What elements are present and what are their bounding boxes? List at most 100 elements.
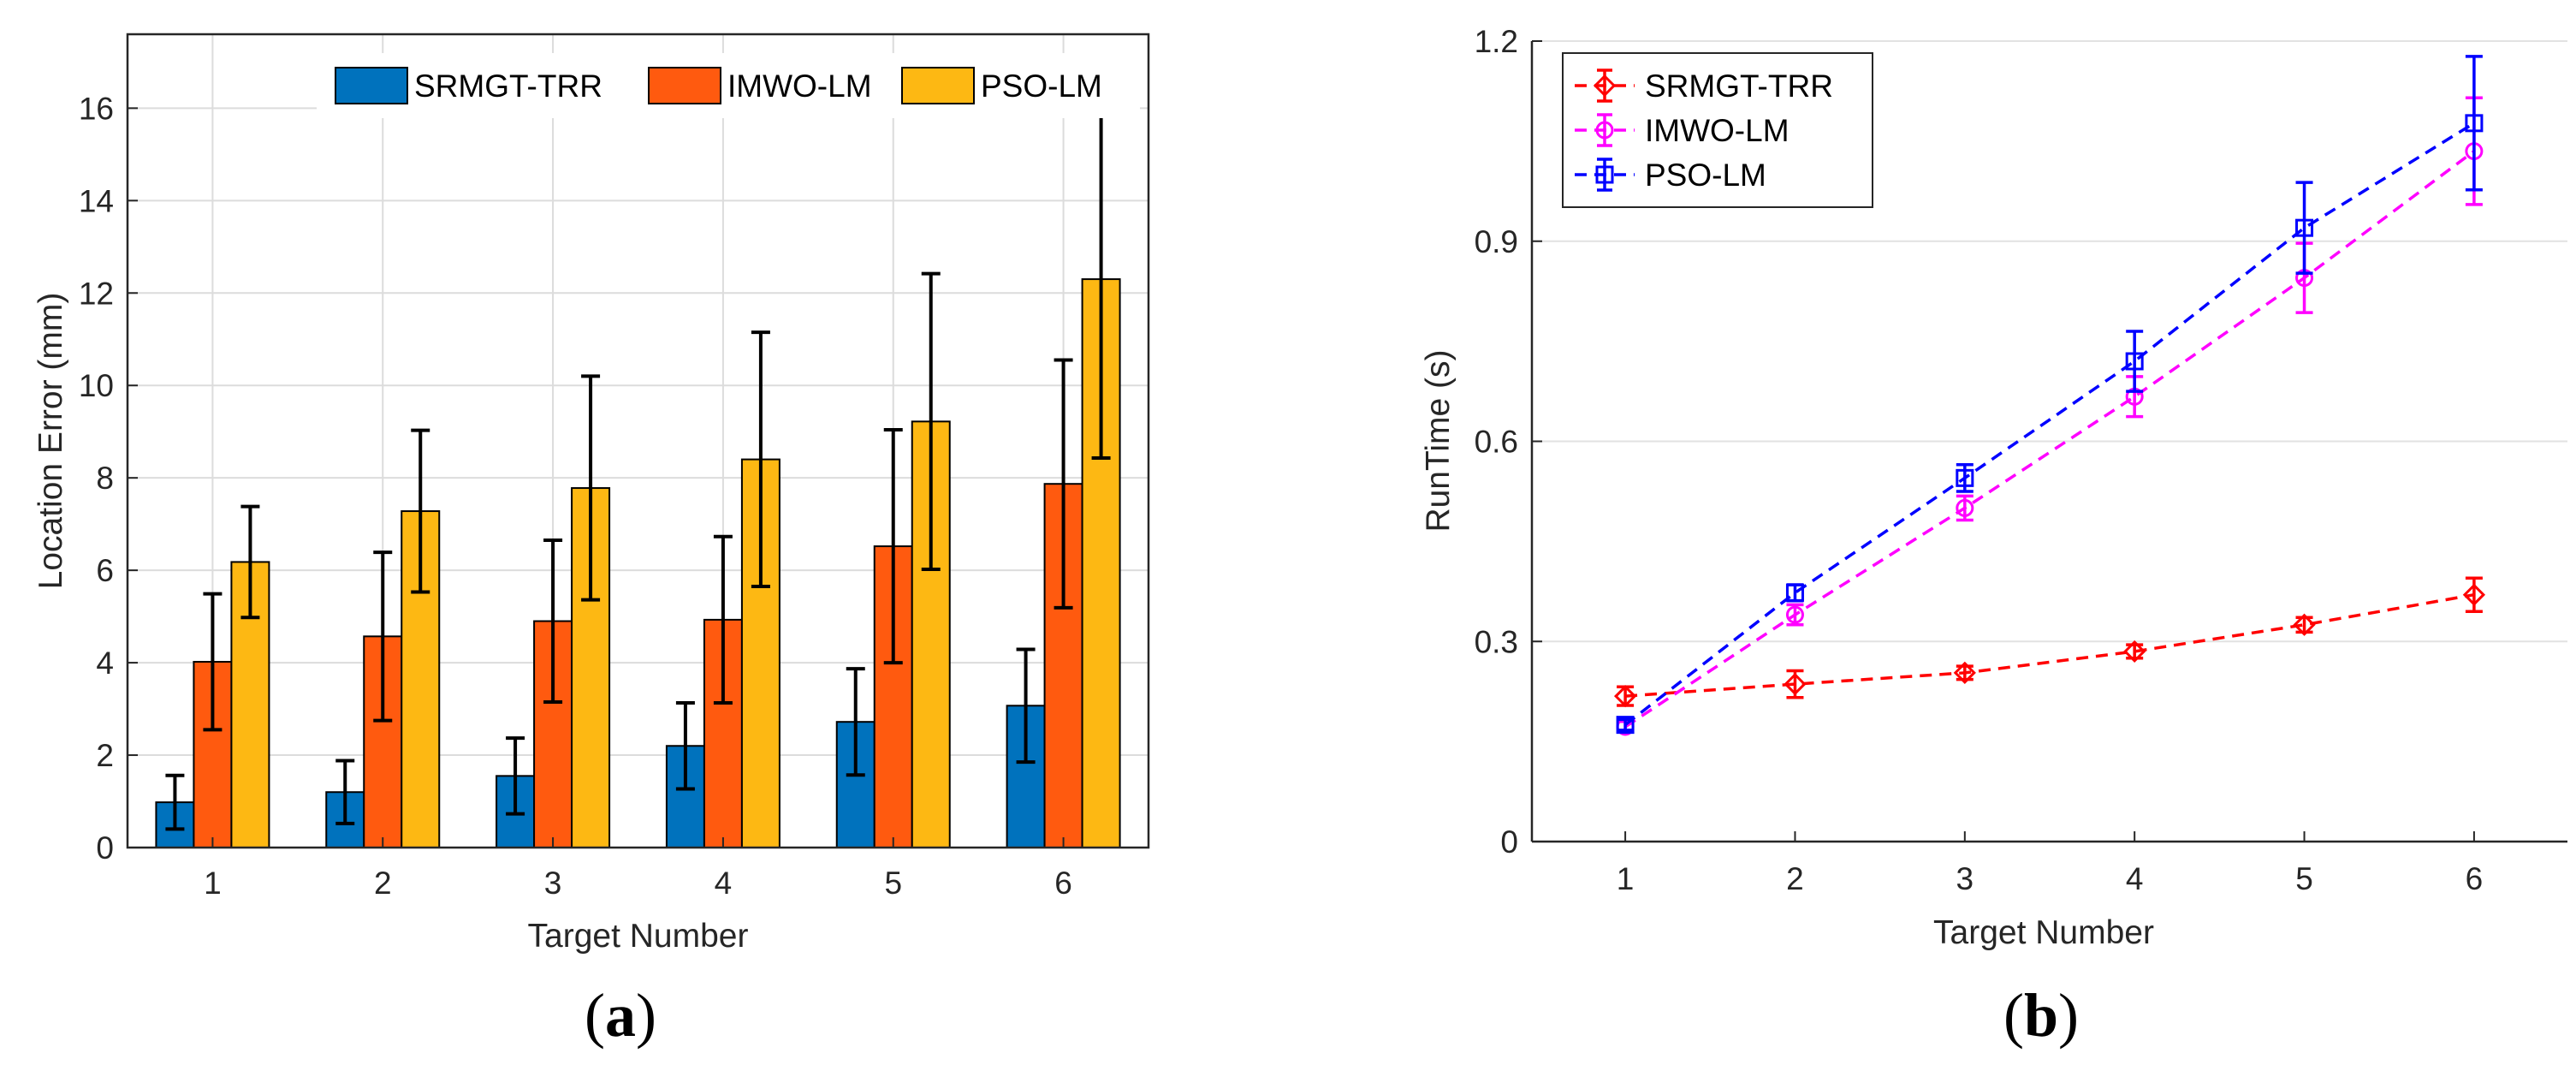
tick-label-x-6: 6 <box>1054 866 1072 901</box>
legend-a: SRMGT-TRR IMWO-LM PSO-LM <box>317 53 1140 118</box>
error-bar-pso-lm-5 <box>2295 181 2313 275</box>
legend-item-srmgt-trr: SRMGT-TRR <box>1575 68 1833 104</box>
error-bar-srmgt-trr-2 <box>335 759 355 825</box>
plot-area-a <box>128 34 1149 848</box>
tick-label-x-5: 5 <box>884 866 902 901</box>
ticks-b: 0 0.3 0.6 0.9 1.2 1 2 3 4 5 6 <box>1475 24 2484 896</box>
point-imwo-lm-3 <box>1956 498 1974 517</box>
series-pso-lm <box>1616 55 2484 735</box>
point-srmgt-trr-4 <box>2123 640 2146 663</box>
point-srmgt-trr-5 <box>2293 613 2316 636</box>
tick-label-y-0: 0 <box>1500 824 1518 860</box>
caption-b: (b) <box>2003 981 2079 1050</box>
grid-b <box>1532 40 2567 643</box>
tick-label-x-5: 5 <box>2295 861 2313 896</box>
series-line-imwo-lm <box>1624 150 2475 729</box>
error-bar-pso-lm-1 <box>1617 717 1635 732</box>
error-bar-srmgt-trr-4 <box>675 701 695 791</box>
tick-label-x-3: 3 <box>1956 861 1974 896</box>
legend-label-imwo-lm: IMWO-LM <box>727 68 872 104</box>
tick-label-y-14: 14 <box>79 183 114 218</box>
legend-label-imwo-lm: IMWO-LM <box>1645 113 1790 148</box>
error-bar-srmgt-trr-3 <box>506 736 525 816</box>
tick-label-y-12: 12 <box>79 276 114 311</box>
point-pso-lm-1 <box>1616 716 1635 735</box>
tick-label-y-16: 16 <box>79 91 114 126</box>
legend-b: SRMGT-TRR IMWO-LM PSO-LM <box>1562 52 1873 208</box>
tick-label-x-3: 3 <box>544 866 562 901</box>
error-bar-imwo-lm-1 <box>203 592 223 732</box>
point-srmgt-trr-2 <box>1784 672 1807 696</box>
point-pso-lm-6 <box>2465 114 2484 133</box>
series-line-pso-lm <box>1624 122 2475 727</box>
point-pso-lm-5 <box>2295 218 2314 237</box>
x-axis-label-a: Target Number <box>528 918 749 955</box>
tick-label-x-1: 1 <box>204 866 222 901</box>
legend-box-a <box>317 53 1140 118</box>
tick-label-y-1-2: 1.2 <box>1475 24 1518 59</box>
legend-marker-imwo-lm <box>1595 121 1614 140</box>
error-bar-pso-lm-1 <box>240 504 260 620</box>
point-pso-lm-3 <box>1956 468 1974 487</box>
error-bar-imwo-lm-3 <box>543 538 563 704</box>
point-srmgt-trr-6 <box>2462 583 2486 606</box>
legend-swatch-imwo-lm <box>648 67 721 104</box>
tick-label-x-4: 4 <box>2126 861 2144 896</box>
caption-a: (a) <box>585 981 656 1050</box>
error-bar-srmgt-trr-5 <box>2295 616 2313 634</box>
tick-label-y-0-3: 0.3 <box>1475 624 1518 659</box>
tick-label-y-4: 4 <box>96 646 114 681</box>
point-srmgt-trr-3 <box>1953 661 1976 684</box>
caption-letter-a: a <box>605 981 636 1050</box>
tick-label-x-6: 6 <box>2466 861 2484 896</box>
legend-marker-pso-lm <box>1595 165 1614 184</box>
point-srmgt-trr-1 <box>1613 685 1637 708</box>
error-bar-imwo-lm-4 <box>713 534 733 705</box>
legend-item-imwo-lm: IMWO-LM <box>1575 113 1790 148</box>
point-pso-lm-2 <box>1785 583 1804 602</box>
error-bar-imwo-lm-5 <box>883 428 903 665</box>
line-chart-panel-b: 0 0.3 0.6 0.9 1.2 1 2 3 4 5 6 Target Number RunTim… <box>1420 24 2567 1050</box>
tick-label-x-4: 4 <box>715 866 733 901</box>
error-bar-pso-lm-4 <box>751 330 770 589</box>
error-bar-srmgt-trr-5 <box>846 667 865 777</box>
series-srmgt-trr <box>1613 576 2486 708</box>
y-axis-label-b: RunTime (s) <box>1420 349 1457 532</box>
legend-item-pso-lm: PSO-LM <box>1575 158 1766 193</box>
error-bars-a <box>165 98 1111 831</box>
caption-letter-b: b <box>2024 981 2058 1050</box>
tick-label-y-0-9: 0.9 <box>1475 224 1518 259</box>
error-bar-pso-lm-6 <box>2465 55 2483 192</box>
series-b <box>1613 55 2486 736</box>
legend-swatch-pso-lm <box>901 67 975 104</box>
legend-label-srmgt-trr: SRMGT-TRR <box>1645 68 1833 104</box>
error-bar-imwo-lm-2 <box>373 550 393 723</box>
legend-marker-srmgt-trr <box>1593 74 1617 98</box>
legend-label-pso-lm: PSO-LM <box>981 68 1102 104</box>
tick-label-y-0: 0 <box>96 830 114 866</box>
tick-label-y-8: 8 <box>96 461 114 496</box>
point-pso-lm-4 <box>2125 352 2144 371</box>
error-bar-pso-lm-5 <box>921 271 941 572</box>
legend-swatch-srmgt-trr <box>335 67 408 104</box>
tick-label-y-6: 6 <box>96 553 114 588</box>
y-axis-label-a: Location Error (mm) <box>33 293 69 590</box>
tick-label-x-1: 1 <box>1617 861 1635 896</box>
tick-label-y-0-6: 0.6 <box>1475 425 1518 460</box>
legend-label-srmgt-trr: SRMGT-TRR <box>414 68 602 104</box>
error-bar-srmgt-trr-1 <box>165 773 185 831</box>
tick-label-x-2: 2 <box>374 866 392 901</box>
error-bar-pso-lm-2 <box>411 428 430 594</box>
tick-label-y-2: 2 <box>96 738 114 773</box>
error-bar-srmgt-trr-3 <box>1956 664 1974 681</box>
error-bar-srmgt-trr-4 <box>2126 643 2144 660</box>
tick-label-x-2: 2 <box>1786 861 1804 896</box>
series-line-srmgt-trr <box>1624 592 2475 698</box>
point-imwo-lm-2 <box>1785 605 1804 624</box>
x-axis-label-b: Target Number <box>1933 914 2154 951</box>
bar-imwo-lm-6 <box>1043 483 1083 848</box>
error-bar-srmgt-trr-6 <box>1016 647 1036 765</box>
